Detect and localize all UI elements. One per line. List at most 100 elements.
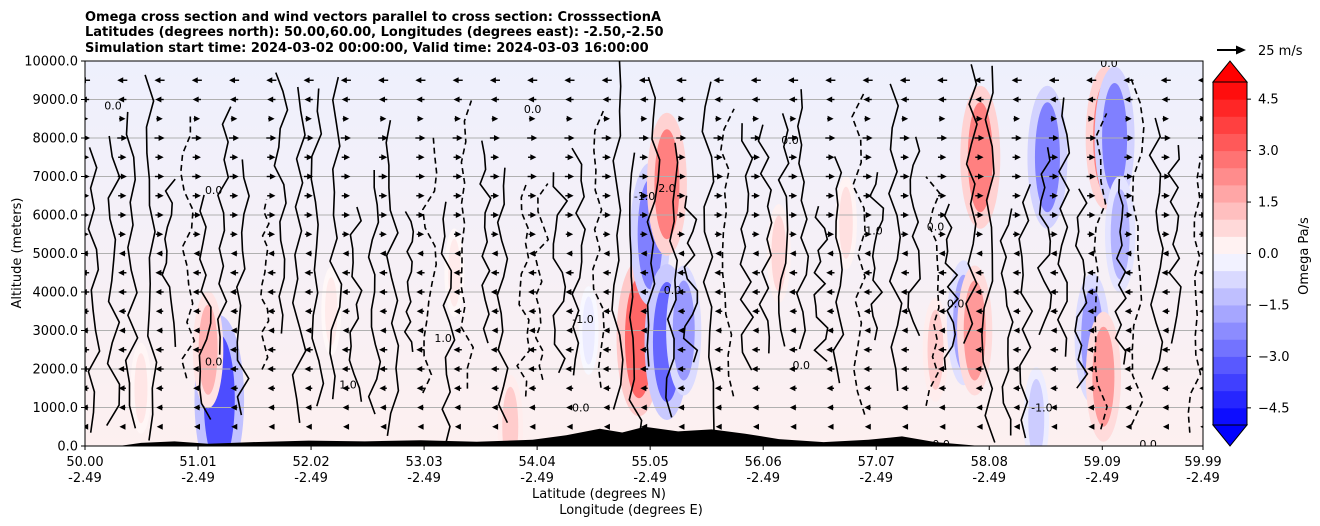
wind-vector bbox=[118, 385, 126, 392]
wind-vector bbox=[900, 346, 910, 353]
wind-vector bbox=[229, 96, 239, 103]
contour-line bbox=[403, 211, 415, 352]
wind-vector bbox=[863, 192, 872, 199]
wind-vector bbox=[117, 173, 127, 180]
wind-vector bbox=[1161, 366, 1170, 372]
wind-vector bbox=[565, 212, 574, 218]
colorbar: −4.5 −3.0 −1.5 0.0 1.5 3.0 4.5 bbox=[1211, 60, 1290, 447]
wind-vector bbox=[154, 135, 165, 141]
wind-vector bbox=[976, 404, 983, 411]
wind-vector bbox=[678, 423, 685, 430]
wind-vector bbox=[1012, 289, 1021, 295]
colorbar-extend-bottom bbox=[1211, 424, 1249, 447]
wind-vector bbox=[416, 385, 425, 392]
wind-vector bbox=[378, 192, 388, 199]
wind-vector bbox=[267, 308, 276, 315]
wind-vector bbox=[340, 135, 351, 141]
wind-vector bbox=[528, 346, 537, 353]
wind-vector bbox=[788, 154, 798, 161]
wind-vector bbox=[491, 404, 499, 411]
contour-line bbox=[124, 111, 139, 429]
wind-vector bbox=[155, 231, 164, 238]
wind-vector bbox=[1011, 77, 1022, 84]
wind-vector bbox=[751, 289, 760, 295]
wind-vector bbox=[453, 173, 463, 180]
wind-vector bbox=[863, 96, 872, 103]
wind-vector bbox=[565, 154, 574, 161]
x-tick-label-lon: -2.49 bbox=[520, 471, 554, 486]
wind-vector bbox=[1087, 269, 1096, 276]
wind-vector bbox=[416, 308, 425, 315]
wind-vector bbox=[156, 404, 163, 411]
wind-vector bbox=[230, 385, 238, 392]
wind-vector bbox=[938, 385, 946, 392]
wind-vector bbox=[1125, 423, 1132, 430]
wind-vector bbox=[154, 173, 165, 180]
quiver-key-arrow-head bbox=[1236, 45, 1246, 55]
wind-vector bbox=[862, 135, 873, 141]
contour-line bbox=[144, 74, 158, 441]
contour-label: 2.0 bbox=[658, 182, 676, 195]
wind-vector bbox=[1160, 77, 1171, 84]
x-tick-label-lon: -2.49 bbox=[633, 471, 667, 486]
wind-vector bbox=[751, 96, 760, 103]
wind-vector bbox=[677, 289, 686, 295]
contour-line bbox=[216, 106, 232, 355]
wind-vector bbox=[714, 366, 723, 372]
wind-vector bbox=[1012, 308, 1021, 315]
wind-vector bbox=[602, 154, 611, 161]
contour-label: 0.0 bbox=[927, 221, 945, 234]
contour-line bbox=[962, 64, 978, 344]
wind-vector bbox=[976, 250, 983, 257]
wind-vector bbox=[1087, 308, 1095, 315]
wind-vector bbox=[1012, 346, 1021, 353]
wind-vector bbox=[1050, 231, 1058, 238]
wind-vector bbox=[379, 231, 387, 238]
wind-vector bbox=[341, 192, 351, 199]
contour-line bbox=[757, 124, 773, 354]
wind-vector bbox=[1013, 115, 1020, 122]
wind-vector bbox=[453, 346, 462, 353]
wind-vector bbox=[378, 135, 389, 141]
x-tick-label-lat: 53.03 bbox=[405, 455, 442, 470]
wind-vector bbox=[453, 212, 462, 218]
wind-vector bbox=[527, 135, 538, 141]
wind-vector bbox=[417, 327, 424, 334]
contour-line bbox=[1056, 97, 1071, 357]
wind-vector bbox=[788, 269, 798, 276]
wind-vector bbox=[117, 77, 128, 84]
wind-vector bbox=[491, 115, 499, 122]
wind-vector bbox=[938, 231, 946, 238]
wind-vector bbox=[639, 366, 649, 372]
contour-label: 0.0 bbox=[792, 359, 810, 372]
wind-vector bbox=[230, 327, 238, 334]
wind-vector bbox=[677, 231, 685, 238]
wind-vector bbox=[379, 404, 387, 411]
y-tick-label: 2000.0 bbox=[33, 363, 79, 378]
wind-vector bbox=[1087, 346, 1096, 353]
wind-vector bbox=[1086, 173, 1096, 180]
wind-vector bbox=[975, 289, 984, 295]
wind-vector bbox=[1050, 308, 1058, 315]
wind-vector bbox=[678, 115, 685, 122]
wind-vector bbox=[528, 212, 537, 218]
wind-vector bbox=[490, 366, 500, 372]
wind-vector bbox=[379, 385, 387, 392]
wind-vector bbox=[974, 77, 985, 84]
wind-vector bbox=[192, 366, 201, 372]
wind-vector bbox=[528, 154, 537, 161]
wind-vector bbox=[268, 404, 275, 411]
wind-vector bbox=[826, 231, 835, 238]
contour-line bbox=[611, 61, 624, 410]
wind-vector bbox=[454, 115, 461, 122]
wind-vector bbox=[863, 346, 872, 353]
wind-vector bbox=[639, 212, 649, 218]
wind-vector bbox=[1049, 173, 1059, 180]
wind-vector bbox=[528, 231, 536, 238]
wind-vector bbox=[602, 269, 611, 276]
wind-vector bbox=[976, 423, 983, 430]
wind-vector bbox=[790, 423, 797, 430]
wind-vector bbox=[789, 308, 797, 315]
wind-vector bbox=[231, 423, 238, 430]
contour-line bbox=[310, 88, 325, 407]
